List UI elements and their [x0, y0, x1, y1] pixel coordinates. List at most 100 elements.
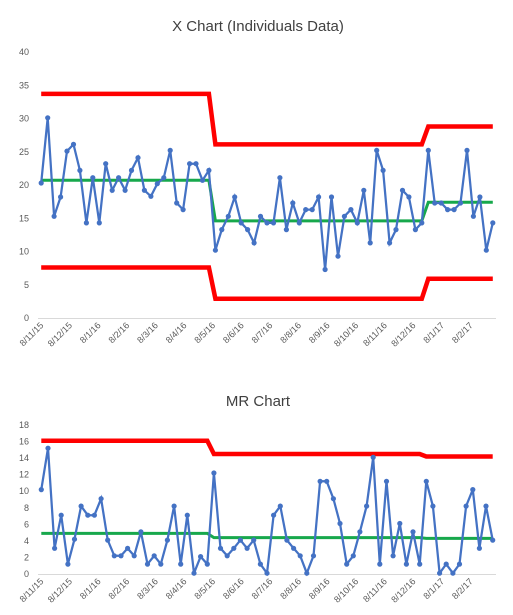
x-chart-data-point: [199, 177, 206, 183]
x-chart-data-point: [451, 207, 457, 213]
mr-chart-data-point: [437, 570, 443, 576]
x-chart-y-tick-label: 20: [19, 180, 29, 190]
mr-chart-data-point: [244, 545, 250, 551]
x-chart-data-point: [490, 220, 496, 226]
mr-chart-data-point: [423, 478, 429, 484]
mr-chart-data-point: [178, 561, 184, 567]
mr-chart-y-tick-label: 14: [19, 453, 29, 463]
mr-chart-x-tick-label: 8/6/16: [221, 576, 246, 601]
x-chart-x-tick-label: 8/11/15: [18, 320, 46, 348]
x-chart-data-point: [264, 220, 270, 226]
mr-chart-data-point: [138, 529, 144, 535]
x-chart-x-tick-label: 8/1/16: [78, 320, 103, 345]
x-chart-x-tick-label: 8/7/16: [250, 320, 275, 345]
mr-chart-data-point: [85, 512, 91, 518]
x-chart-data-point: [45, 115, 51, 121]
x-chart-data-point: [470, 213, 476, 219]
mr-chart-data-point: [344, 561, 350, 567]
mr-chart-data-point: [490, 537, 496, 543]
mr-chart-title: MR Chart: [226, 393, 291, 410]
mr-chart-data-point: [158, 561, 164, 567]
mr-chart-data-point: [330, 496, 336, 502]
x-chart-data-point: [380, 167, 386, 173]
x-chart-y-tick-label: 40: [19, 47, 29, 57]
mr-chart-data-point: [38, 487, 44, 493]
x-chart-data-point: [374, 147, 380, 153]
mr-chart-x-tick-label: 8/10/16: [332, 576, 360, 604]
x-chart-data-point: [128, 167, 135, 173]
mr-chart-x-tick-label: 8/8/16: [278, 576, 303, 601]
x-chart-y-tick-label: 15: [19, 213, 29, 223]
x-chart-x-tick-label: 8/2/16: [107, 320, 132, 345]
mr-chart-data-point: [217, 545, 224, 551]
x-chart-data-point: [457, 200, 464, 206]
x-chart-data-point: [51, 213, 57, 219]
mr-chart-data-point: [111, 553, 117, 559]
mr-chart-y-tick-label: 16: [19, 437, 29, 447]
x-chart-data-point: [167, 147, 173, 153]
mr-chart-data-point: [456, 561, 463, 567]
x-chart-data-point: [322, 266, 328, 273]
x-chart-x-tick-label: 8/2/17: [450, 320, 475, 345]
x-chart-data-point: [283, 227, 289, 233]
x-chart-data-point: [290, 200, 296, 206]
x-chart-x-tick-label: 8/12/16: [389, 320, 417, 348]
x-chart-data-point: [187, 161, 193, 167]
mr-chart-x-tick-label: 8/12/16: [389, 576, 417, 604]
mr-chart-y-tick-label: 18: [19, 420, 29, 430]
mr-chart-data-point: [264, 570, 270, 576]
mr-chart-data-point: [251, 537, 257, 543]
mr-chart-y-tick-label: 10: [19, 486, 29, 496]
mr-chart-data-point: [410, 529, 416, 535]
x-chart-data-point: [83, 220, 89, 226]
x-chart-data-point: [309, 207, 315, 213]
x-chart-y-tick-label: 0: [24, 313, 29, 323]
x-chart-y-tick-label: 10: [19, 247, 29, 257]
x-chart-data-point: [341, 213, 347, 219]
mr-chart-data-point: [476, 545, 482, 551]
x-chart-data-point: [103, 161, 109, 167]
x-chart-data-point: [193, 161, 199, 167]
x-chart-data-point: [109, 187, 115, 193]
mr-chart-y-tick-label: 12: [19, 470, 29, 480]
mr-chart-x-tick-label: 8/9/16: [307, 576, 332, 601]
x-chart-data-point: [367, 240, 373, 246]
mr-chart-data-point: [357, 529, 363, 535]
mr-chart-data-point: [184, 512, 190, 518]
mr-chart-x-tick-label: 8/11/15: [18, 576, 46, 604]
mr-chart-data-point: [277, 503, 283, 509]
x-chart-data-point: [122, 187, 128, 193]
x-chart-data-point: [335, 253, 341, 259]
mr-chart-data-line: [40, 448, 494, 577]
mr-chart-data-point: [211, 470, 217, 476]
x-chart-title: X Chart (Individuals Data): [172, 18, 344, 35]
x-chart-data-point: [277, 175, 283, 181]
x-chart-data-point: [70, 141, 77, 147]
x-chart-y-tick-label: 5: [24, 280, 29, 290]
x-chart-data-point: [64, 148, 70, 154]
x-chart-data-point: [174, 200, 180, 206]
mr-chart-y-tick-label: 6: [24, 519, 29, 529]
x-chart-y-tick-label: 30: [19, 114, 29, 124]
mr-chart-x-tick-label: 8/1/16: [78, 576, 103, 601]
x-chart-data-point: [206, 167, 212, 173]
x-chart-x-tick-label: 8/11/16: [361, 320, 389, 348]
mr-chart-x-tick-label: 8/4/16: [164, 576, 189, 601]
mr-chart-data-point: [364, 503, 370, 509]
mr-chart-data-point: [271, 512, 277, 518]
mr-chart-data-point: [350, 553, 356, 559]
mr-chart-data-point: [191, 570, 197, 576]
mr-chart-data-point: [171, 503, 177, 509]
x-chart-data-point: [483, 247, 489, 253]
x-chart-x-tick-label: 8/3/16: [135, 320, 160, 345]
mr-chart-data-point: [297, 553, 303, 559]
mr-chart-data-point: [310, 553, 317, 559]
x-chart-data-point: [296, 220, 302, 226]
x-chart-lower-limit-line: [41, 265, 493, 301]
x-chart-data-point: [361, 187, 367, 193]
mr-chart-x-tick-label: 8/12/15: [46, 576, 74, 604]
mr-chart-data-point: [383, 478, 390, 484]
mr-chart-data-point: [257, 561, 263, 567]
